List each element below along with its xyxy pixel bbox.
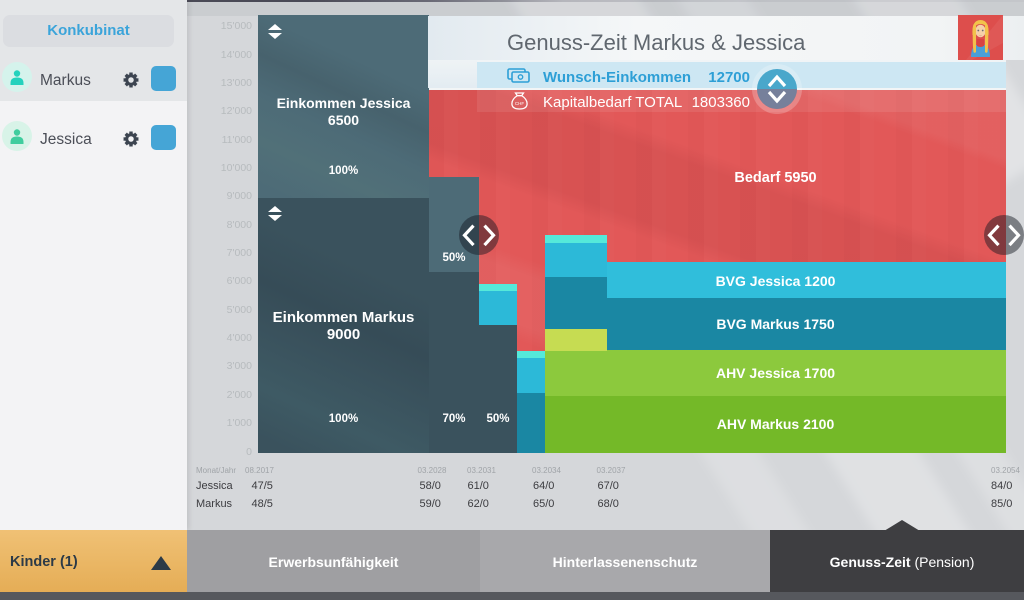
svg-text:CHF: CHF <box>515 101 524 106</box>
